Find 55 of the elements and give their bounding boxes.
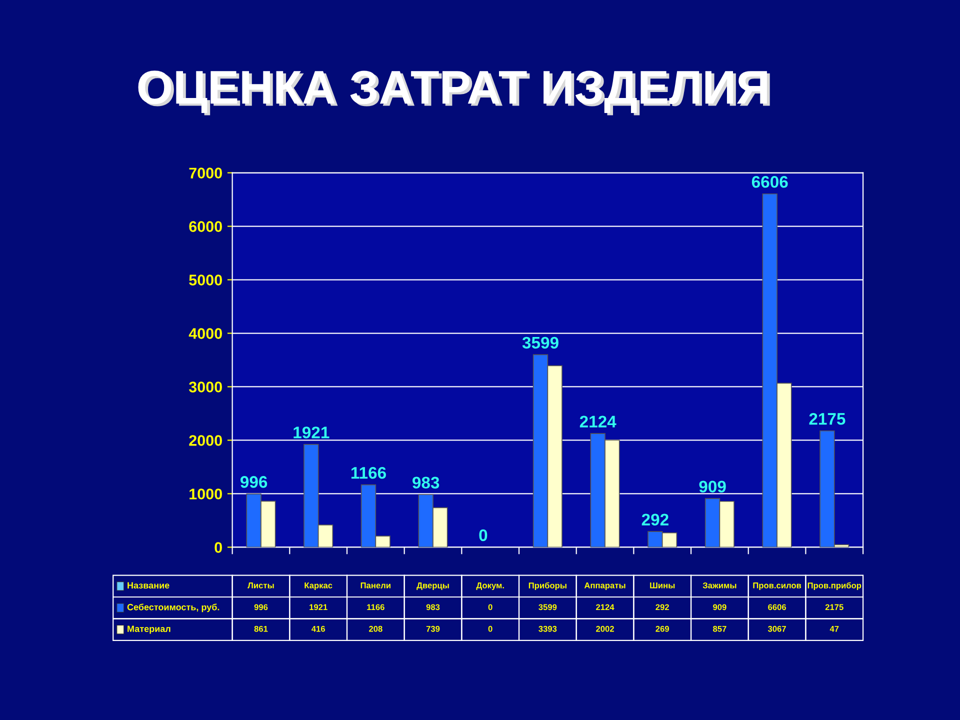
y-tick-label: 6000 [189,221,222,232]
data-label: 0 [488,604,492,610]
data-label: 996 [254,604,268,610]
annotation: 0 [479,529,488,542]
x-tick-label: Листы [248,582,274,588]
data-label: 983 [426,604,440,610]
annotation: 2175 [809,412,846,425]
annotation: 6606 [752,176,788,188]
data-label: 0 [488,626,492,632]
data-label: 909 [713,604,726,610]
data-label: 739 [426,626,440,632]
x-tick-label: Панели [360,582,390,588]
legend-label: Материал [128,626,170,634]
data-label: 2124 [596,604,614,610]
annotation: 292 [642,514,668,526]
annotation: 909 [699,480,726,493]
annotation: 3599 [522,336,558,349]
data-label: 416 [312,626,325,632]
x-tick-label: Докум. [476,582,504,590]
annotation: 2124 [580,416,616,428]
y-tick-label: 4000 [188,328,222,339]
data-label: 269 [656,626,669,632]
x-tick-label: Пров.прибор [808,582,862,590]
data-label: 3393 [538,626,557,632]
annotation: 983 [412,476,440,489]
data-label: 3067 [768,626,786,632]
annotation: 1921 [294,426,330,438]
x-tick-label: Приборы [528,582,566,590]
data-label: 3599 [538,604,557,610]
annotation: 1166 [351,466,386,479]
data-label: 6606 [768,604,786,610]
data-label: 292 [656,604,669,610]
y-tick-label: 3000 [188,382,222,392]
data-label: 1166 [367,604,384,610]
x-tick-label: Аппараты [584,582,626,590]
x-tick-label: Пров.силов [753,582,802,590]
data-label: 857 [713,626,726,632]
data-label: 2002 [596,626,614,632]
data-label: 861 [254,626,268,632]
y-tick-label: 0 [214,542,222,553]
x-tick-label: Дверцы [416,582,449,590]
x-tick-label: Каркас [304,582,332,590]
data-label: 1921 [310,604,328,610]
y-tick-label: 1000 [190,488,222,500]
data-label: 47 [830,626,839,632]
x-axis-title: Название [128,582,170,589]
y-tick-label: 7000 [189,168,222,178]
x-tick-label: Зажимы [702,582,736,588]
annotation: 996 [240,476,268,488]
legend-label: Себестоимость, руб. [127,604,220,612]
data-label: 2175 [825,604,844,610]
x-tick-label: Шины [650,582,675,588]
data-label: 208 [369,626,382,632]
y-tick-label: 2000 [189,435,222,446]
y-tick-label: 5000 [189,274,222,286]
